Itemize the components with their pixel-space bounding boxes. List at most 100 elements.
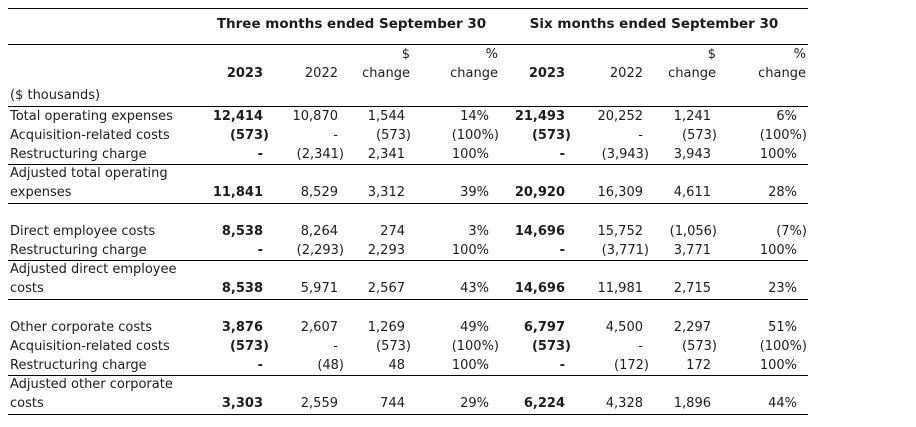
value-cell: 11,981 bbox=[597, 281, 644, 296]
value-cell: - bbox=[257, 147, 263, 162]
value-cell: 1,544 bbox=[367, 109, 405, 124]
unit-note-row: ($ thousands) bbox=[8, 83, 808, 106]
value-cell: 2,293 bbox=[367, 243, 405, 258]
row-label: Total operating expenses bbox=[10, 109, 173, 124]
value-cell: 1,241 bbox=[673, 109, 711, 124]
value-cell: 2,607 bbox=[300, 320, 338, 335]
value-cell: 100% bbox=[759, 358, 797, 373]
value-cell: 3,771 bbox=[673, 243, 711, 258]
value-cell: 28% bbox=[768, 185, 797, 200]
row-label: Restructuring charge bbox=[10, 358, 147, 373]
row-label: Adjusted direct employee costs bbox=[10, 262, 177, 296]
value-cell: - bbox=[638, 128, 643, 143]
value-cell: 172 bbox=[686, 358, 711, 373]
row-label: Adjusted total operating expenses bbox=[10, 166, 168, 200]
value-cell: 6% bbox=[776, 109, 797, 124]
value-cell: 744 bbox=[380, 396, 405, 411]
value-cell: 100% bbox=[451, 358, 489, 373]
divider-under-headers bbox=[8, 106, 808, 107]
value-cell: 2,567 bbox=[367, 281, 405, 296]
value-cell: (100%) bbox=[451, 339, 499, 354]
value-cell: 2,297 bbox=[673, 320, 711, 335]
value-cell: 14% bbox=[460, 109, 489, 124]
header-2022-6mo: 2022 bbox=[609, 66, 643, 81]
header-2023-6mo: 2023 bbox=[528, 66, 565, 81]
row-label: Restructuring charge bbox=[10, 243, 147, 258]
value-cell: - bbox=[638, 339, 643, 354]
value-cell: 1,896 bbox=[673, 396, 711, 411]
value-cell: (2,341) bbox=[296, 147, 344, 162]
value-cell: 274 bbox=[380, 224, 405, 239]
table-row: Restructuring charge - (2,293) 2,293 100… bbox=[8, 241, 808, 260]
value-cell: (48) bbox=[317, 358, 344, 373]
header-percent-sign-6mo: % bbox=[793, 47, 806, 62]
table-row: Acquisition-related costs (573) - (573) … bbox=[8, 126, 808, 145]
subtotal-row: Adjusted total operating expenses 11,841… bbox=[8, 165, 808, 203]
value-cell: (100%) bbox=[451, 128, 499, 143]
header-blank bbox=[203, 45, 270, 64]
header-dollar-change-6mo: change bbox=[668, 66, 716, 81]
header-percent-change-6mo: change bbox=[758, 66, 806, 81]
value-cell: 3% bbox=[468, 224, 489, 239]
value-cell: 23% bbox=[768, 281, 797, 296]
period-group-three-months: Three months ended September 30 bbox=[216, 16, 487, 32]
row-label: Adjusted other corporate costs bbox=[10, 377, 173, 411]
value-cell: 4,328 bbox=[605, 396, 643, 411]
header-dollar-sign-3mo: $ bbox=[401, 47, 410, 62]
value-cell: (7%) bbox=[776, 224, 807, 239]
value-cell: (573) bbox=[531, 339, 571, 354]
value-cell: 10,870 bbox=[292, 109, 339, 124]
value-cell: 4,611 bbox=[673, 185, 711, 200]
value-cell: - bbox=[559, 147, 565, 162]
header-dollar-change-3mo: change bbox=[362, 66, 410, 81]
value-cell: 6,224 bbox=[523, 396, 565, 411]
header-blank bbox=[572, 45, 650, 64]
period-group-header-band: Three months ended September 30 Six mont… bbox=[8, 9, 808, 44]
value-cell: 20,920 bbox=[514, 185, 565, 200]
value-cell: 8,529 bbox=[300, 185, 338, 200]
value-cell: 100% bbox=[451, 147, 489, 162]
value-cell: 3,303 bbox=[221, 396, 263, 411]
subtotal-row: Adjusted direct employee costs 8,538 5,9… bbox=[8, 261, 808, 299]
value-cell: (573) bbox=[229, 128, 269, 143]
value-cell: - bbox=[257, 243, 263, 258]
divider-section-end bbox=[8, 203, 808, 204]
value-cell: 100% bbox=[451, 243, 489, 258]
divider-under-period-groups bbox=[8, 44, 808, 45]
value-cell: 8,538 bbox=[221, 224, 263, 239]
value-cell: 48 bbox=[388, 358, 405, 373]
value-cell: (573) bbox=[682, 128, 717, 143]
period-group-six-months: Six months ended September 30 bbox=[529, 16, 779, 32]
value-cell: 100% bbox=[759, 147, 797, 162]
value-cell: 4,500 bbox=[605, 320, 643, 335]
value-cell: 43% bbox=[460, 281, 489, 296]
value-cell: (3,943) bbox=[601, 147, 649, 162]
section-gap bbox=[8, 300, 808, 318]
table-row: Other corporate costs 3,876 2,607 1,269 … bbox=[8, 318, 808, 337]
row-label: Other corporate costs bbox=[10, 320, 152, 335]
header-2023-3mo: 2023 bbox=[226, 66, 263, 81]
row-label: Direct employee costs bbox=[10, 224, 156, 239]
value-cell: (100%) bbox=[759, 339, 807, 354]
value-cell: 3,943 bbox=[673, 147, 711, 162]
value-cell: (3,771) bbox=[601, 243, 649, 258]
header-2022-3mo: 2022 bbox=[304, 66, 338, 81]
value-cell: 49% bbox=[460, 320, 489, 335]
header-dollar-sign-6mo: $ bbox=[707, 47, 716, 62]
table-row: Restructuring charge - (48) 48 100% - (1… bbox=[8, 356, 808, 375]
value-cell: 6,797 bbox=[523, 320, 565, 335]
value-cell: 14,696 bbox=[514, 224, 565, 239]
value-cell: 3,876 bbox=[221, 320, 263, 335]
value-cell: 2,341 bbox=[367, 147, 405, 162]
divider-subtotal bbox=[8, 164, 808, 165]
header-percent-sign-3mo: % bbox=[485, 47, 498, 62]
value-cell: 3,312 bbox=[367, 185, 405, 200]
divider-subtotal bbox=[8, 375, 808, 376]
header-blank bbox=[500, 45, 572, 64]
value-cell: 20,252 bbox=[597, 109, 644, 124]
value-cell: (2,293) bbox=[296, 243, 344, 258]
value-cell: 12,414 bbox=[212, 109, 263, 124]
value-cell: (100%) bbox=[759, 128, 807, 143]
value-cell: - bbox=[333, 339, 338, 354]
